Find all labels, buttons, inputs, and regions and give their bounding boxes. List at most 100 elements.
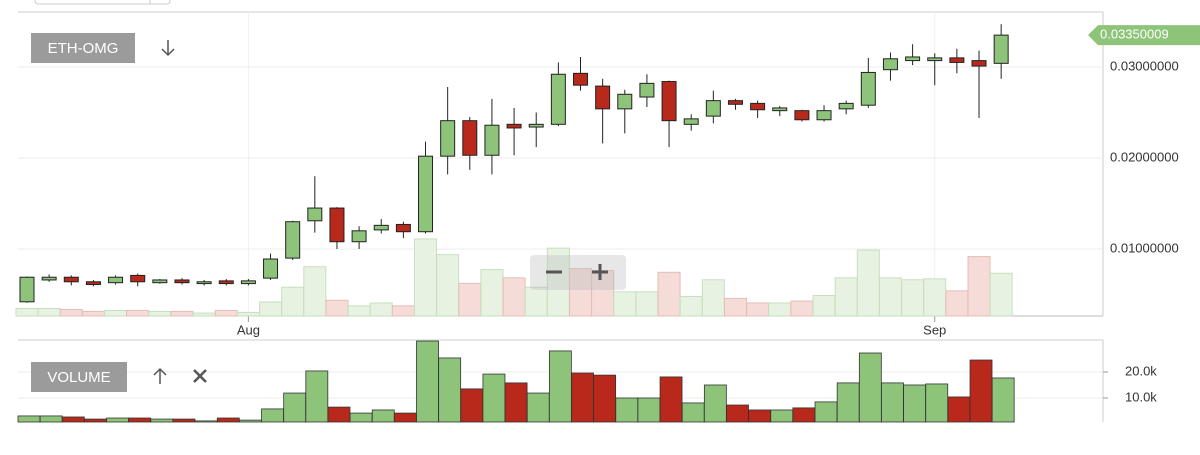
close-icon[interactable] <box>193 369 207 383</box>
volume-bar <box>238 419 262 423</box>
volume-bar <box>460 388 484 423</box>
search-box[interactable] <box>34 0 171 5</box>
up-arrow-icon[interactable] <box>153 367 167 384</box>
volume-bar <box>947 396 971 423</box>
volume-bar <box>659 376 683 423</box>
candle-body <box>263 258 279 279</box>
candle-body <box>174 279 190 284</box>
y-tick-label: 20.0k <box>1125 363 1157 378</box>
volume-bar <box>593 374 617 423</box>
candle-body <box>772 107 788 112</box>
volume-overlay-bar <box>613 291 637 317</box>
candle-body <box>617 93 633 110</box>
volume-bar <box>637 397 661 423</box>
volume-overlay-bar <box>701 279 725 317</box>
zoom-in-button[interactable] <box>592 264 608 280</box>
volume-overlay-bar <box>347 305 371 317</box>
volume-bar <box>615 397 639 423</box>
volume-overlay-bar <box>635 291 659 317</box>
volume-overlay-bar <box>657 271 681 317</box>
volume-overlay-bar <box>524 286 548 317</box>
candle-body <box>905 56 921 62</box>
volume-overlay-bar <box>214 309 238 317</box>
volume-bar <box>172 418 196 423</box>
volume-bar <box>858 352 882 423</box>
candle-body <box>351 230 367 243</box>
candle-body <box>750 102 766 111</box>
volume-bar <box>393 412 417 423</box>
volume-bar <box>925 383 949 423</box>
volume-bar <box>261 408 284 423</box>
candle-body <box>573 72 588 86</box>
volume-bar <box>703 384 727 423</box>
candle-body <box>41 276 57 281</box>
volume-overlay-bar <box>37 308 61 317</box>
candle-body <box>307 207 323 222</box>
candle-body <box>484 124 500 156</box>
candle-body <box>218 280 234 285</box>
volume-bar <box>792 407 816 423</box>
candle-body <box>462 120 478 156</box>
last-price-label: 0.03350009 <box>1100 27 1169 42</box>
volume-bar <box>836 382 860 423</box>
x-tick-label: Sep <box>923 322 946 337</box>
volume-bar <box>349 412 373 423</box>
volume-bar <box>283 392 307 423</box>
volume-bar <box>814 401 838 423</box>
volume-button[interactable] <box>31 362 127 392</box>
volume-overlay-bar <box>901 279 925 317</box>
candle-body <box>794 110 810 121</box>
volume-bar <box>39 415 63 423</box>
candle-body <box>816 110 832 121</box>
volume-bar <box>526 392 550 423</box>
volume-overlay-bar <box>967 256 991 317</box>
volume-overlay-bar <box>480 269 504 317</box>
y-tick-label: 0.01000000 <box>1110 240 1179 255</box>
volume-overlay-bar <box>369 302 393 317</box>
back-layer: 0.01000000 0.02000000 0.03000000 10.0k 20.0k… <box>15 11 1179 422</box>
candle-body <box>240 280 256 285</box>
volume-overlay-bar <box>59 308 83 317</box>
candle-body <box>152 279 168 284</box>
candle-body <box>949 57 965 63</box>
volume-overlay-bar <box>414 238 438 317</box>
volume-bar <box>748 409 772 423</box>
volume-bar <box>903 384 926 423</box>
volume-overlay-bar <box>148 310 172 317</box>
candle-body <box>882 58 898 71</box>
volume-bar <box>305 370 329 423</box>
volume-overlay-bar <box>81 310 105 317</box>
front-layer: 0.03350009 <box>17 24 1200 423</box>
volume-overlay-bar <box>170 310 194 317</box>
volume-bar <box>84 418 107 423</box>
candle-body <box>395 223 411 233</box>
volume-bar <box>371 409 395 423</box>
volume-bar <box>150 418 174 423</box>
volume-bar <box>194 420 218 423</box>
volume-overlay-bar <box>15 308 39 317</box>
volume-bar <box>681 402 705 423</box>
pair-button[interactable] <box>31 33 135 63</box>
candle-body <box>639 82 655 98</box>
volume-overlay-bar <box>325 299 349 317</box>
volume-overlay-bar <box>945 290 969 317</box>
volume-overlay-bar <box>679 295 703 317</box>
volume-bar <box>61 416 85 423</box>
volume-bar <box>216 417 240 423</box>
volume-overlay-bar <box>458 282 482 317</box>
volume-bar <box>504 382 528 423</box>
candle-body <box>108 276 124 284</box>
candle-body <box>838 102 854 110</box>
candle-body <box>683 118 699 125</box>
pair-button-label: ETH-OMG <box>48 40 119 57</box>
volume-bar <box>438 357 462 423</box>
volume-bar <box>482 373 506 423</box>
volume-overlay-bar <box>923 278 947 317</box>
down-arrow-icon[interactable] <box>161 40 175 57</box>
candle-body <box>993 34 1009 64</box>
volume-overlay-bar <box>391 305 415 317</box>
candle-body <box>440 120 456 157</box>
volume-bar <box>128 417 152 423</box>
